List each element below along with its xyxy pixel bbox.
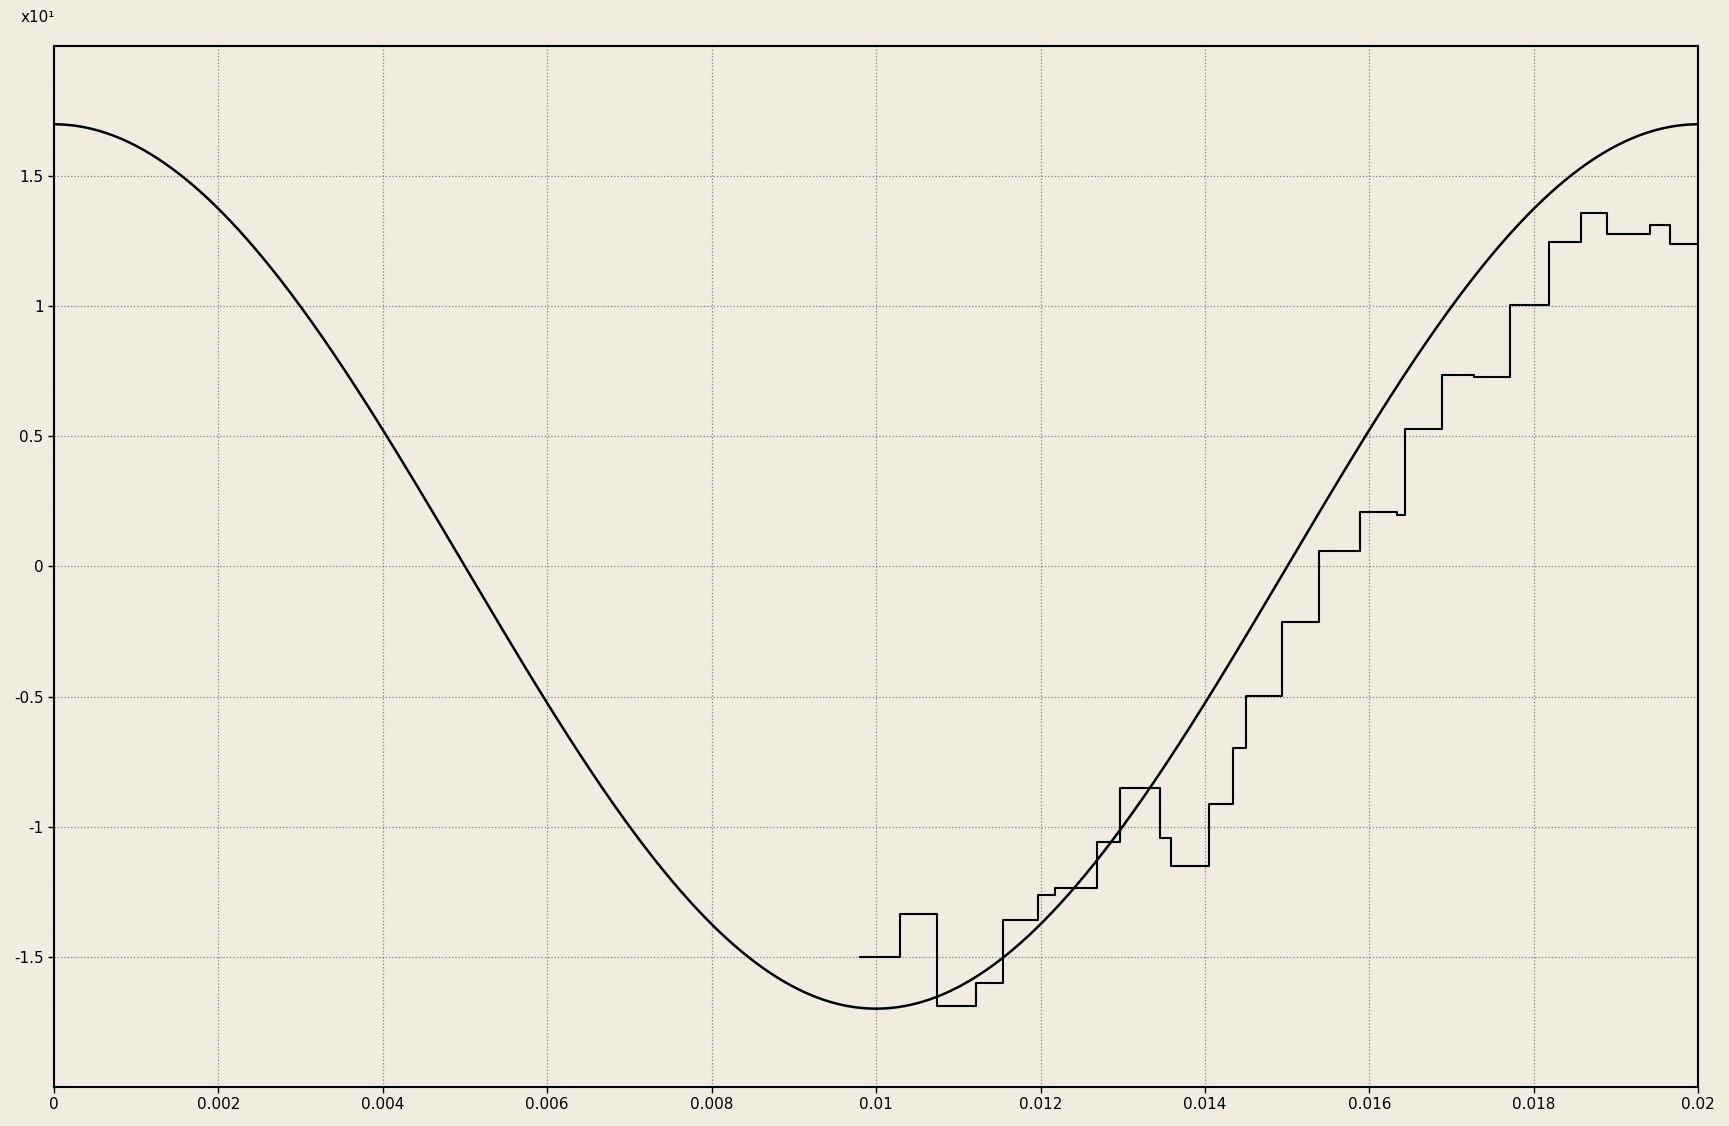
- Text: x10¹: x10¹: [21, 10, 55, 26]
